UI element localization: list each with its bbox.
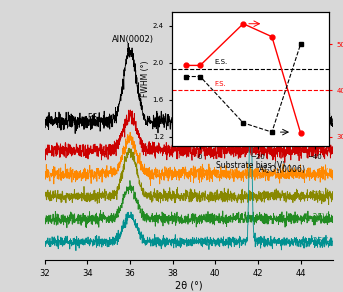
Text: +5V: +5V [312,145,329,154]
Text: E.S.: E.S. [214,59,228,65]
Text: -15V: -15V [311,191,329,200]
Text: AlN(0002): AlN(0002) [112,35,154,44]
Text: -25V: -25V [311,213,329,222]
X-axis label: Substrate bias (V): Substrate bias (V) [216,161,285,170]
Text: F.S.: F.S. [87,113,100,122]
Text: Al$_2$O$_3$(0006): Al$_2$O$_3$(0006) [258,163,306,175]
Text: -35V: -35V [311,237,329,246]
Text: -5V: -5V [316,168,329,177]
Text: F.S.: F.S. [214,81,226,87]
X-axis label: 2θ (°): 2θ (°) [175,281,202,291]
Y-axis label: FWHM (°): FWHM (°) [141,61,150,97]
